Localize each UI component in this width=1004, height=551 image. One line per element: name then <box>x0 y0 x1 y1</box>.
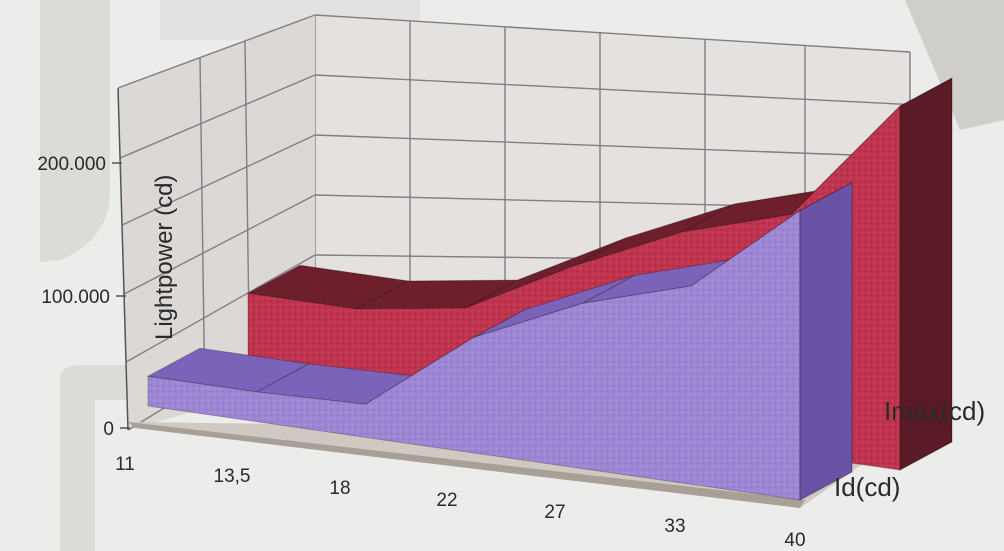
ribbon-end-cap <box>899 77 953 471</box>
x-tick-label: 40 <box>784 530 805 551</box>
category-axis: 11 13,5 18 22 27 33 40 <box>115 454 805 551</box>
x-tick-label: 22 <box>436 490 457 511</box>
x-tick-label: 18 <box>329 478 350 499</box>
x-tick-label: 27 <box>544 502 565 523</box>
x-tick-label: 11 <box>115 454 135 475</box>
x-tick-label: 13,5 <box>214 466 251 487</box>
series-ribbons <box>146 77 953 501</box>
series-axis: Imax(cd) Id(cd) <box>834 396 985 502</box>
y-tick-label: 200.000 <box>37 154 106 175</box>
value-axis: 0 100.000 200.000 <box>37 87 130 440</box>
y-axis-title: Lightpower (cd) <box>151 175 178 340</box>
series-label: Id(cd) <box>834 472 900 502</box>
ribbon-id <box>146 181 853 501</box>
x-tick-label: 33 <box>664 516 685 537</box>
series-label: Imax(cd) <box>884 396 985 426</box>
ribbon-end-cap <box>799 181 853 501</box>
y-tick-label: 100.000 <box>41 287 110 308</box>
y-tick-label: 0 <box>103 419 114 440</box>
